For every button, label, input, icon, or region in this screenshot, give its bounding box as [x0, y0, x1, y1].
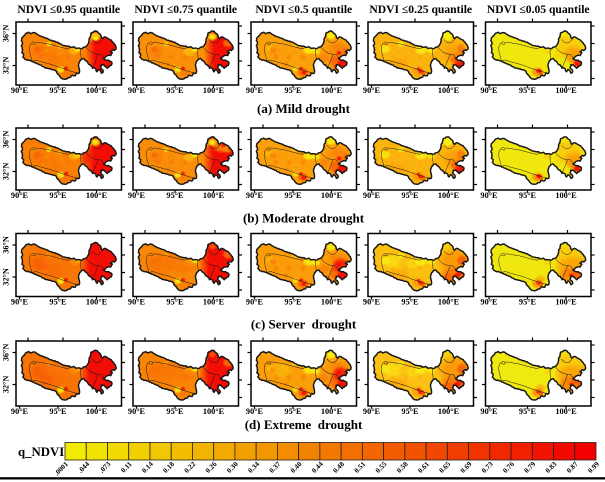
svg-text:100°E: 100°E — [203, 298, 225, 307]
svg-text:NDVI ≤0.75 quantile: NDVI ≤0.75 quantile — [134, 3, 237, 16]
svg-text:95°E: 95°E — [401, 191, 419, 200]
svg-text:95°E: 95°E — [166, 298, 184, 307]
svg-text:90°E: 90°E — [11, 191, 29, 200]
svg-text:95°E: 95°E — [49, 298, 67, 307]
svg-text:100°E: 100°E — [203, 407, 225, 416]
svg-text:90°E: 90°E — [363, 191, 381, 200]
svg-text:32°N: 32°N — [2, 57, 11, 75]
svg-text:95°E: 95°E — [519, 298, 537, 307]
svg-text:90°E: 90°E — [480, 86, 498, 95]
svg-text:90°E: 90°E — [363, 407, 381, 416]
svg-text:100°E: 100°E — [203, 86, 225, 95]
svg-text:100°E: 100°E — [321, 191, 343, 200]
svg-text:100°E: 100°E — [321, 407, 343, 416]
svg-text:90°E: 90°E — [128, 191, 146, 200]
svg-text:36°N: 36°N — [2, 25, 11, 43]
svg-text:95°E: 95°E — [284, 407, 302, 416]
svg-text:95°E: 95°E — [49, 407, 67, 416]
svg-text:90°E: 90°E — [128, 298, 146, 307]
svg-text:95°E: 95°E — [166, 407, 184, 416]
svg-text:100°E: 100°E — [438, 86, 460, 95]
svg-text:36°N: 36°N — [2, 131, 11, 149]
svg-text:32°N: 32°N — [2, 268, 11, 286]
svg-text:100°E: 100°E — [555, 191, 577, 200]
svg-text:100°E: 100°E — [555, 407, 577, 416]
svg-text:NDVI ≤0.05 quantile: NDVI ≤0.05 quantile — [487, 3, 590, 16]
svg-text:(a) Mild drought: (a) Mild drought — [257, 101, 351, 116]
svg-text:100°E: 100°E — [438, 407, 460, 416]
svg-text:90°E: 90°E — [128, 86, 146, 95]
svg-text:90°E: 90°E — [480, 298, 498, 307]
svg-text:32°N: 32°N — [2, 376, 11, 394]
svg-text:36°N: 36°N — [2, 236, 11, 254]
svg-text:90°E: 90°E — [246, 191, 264, 200]
svg-text:100°E: 100°E — [438, 298, 460, 307]
svg-text:90°E: 90°E — [11, 86, 29, 95]
svg-text:90°E: 90°E — [11, 298, 29, 307]
svg-text:100°E: 100°E — [203, 191, 225, 200]
svg-text:100°E: 100°E — [555, 298, 577, 307]
svg-text:(c) Server drought: (c) Server drought — [251, 317, 357, 332]
svg-text:95°E: 95°E — [401, 298, 419, 307]
svg-text:95°E: 95°E — [49, 191, 67, 200]
svg-text:90°E: 90°E — [480, 191, 498, 200]
svg-text:100°E: 100°E — [438, 191, 460, 200]
svg-text:90°E: 90°E — [363, 86, 381, 95]
svg-text:(d) Extreme drought: (d) Extreme drought — [245, 417, 363, 432]
svg-text:(b) Moderate drought: (b) Moderate drought — [243, 211, 365, 226]
svg-text:36°N: 36°N — [2, 344, 11, 362]
svg-text:100°E: 100°E — [86, 86, 108, 95]
svg-text:95°E: 95°E — [166, 86, 184, 95]
svg-text:95°E: 95°E — [519, 191, 537, 200]
svg-text:95°E: 95°E — [49, 86, 67, 95]
svg-text:NDVI ≤0.25 quantile: NDVI ≤0.25 quantile — [369, 3, 472, 16]
svg-text:95°E: 95°E — [401, 86, 419, 95]
svg-text:90°E: 90°E — [246, 86, 264, 95]
svg-text:100°E: 100°E — [86, 407, 108, 416]
svg-text:100°E: 100°E — [86, 298, 108, 307]
svg-text:90°E: 90°E — [246, 407, 264, 416]
svg-text:95°E: 95°E — [401, 407, 419, 416]
svg-text:32°N: 32°N — [2, 163, 11, 181]
svg-text:95°E: 95°E — [166, 191, 184, 200]
svg-text:95°E: 95°E — [519, 86, 537, 95]
svg-text:90°E: 90°E — [11, 407, 29, 416]
svg-text:95°E: 95°E — [284, 191, 302, 200]
svg-text:NDVI ≤0.95 quantile: NDVI ≤0.95 quantile — [17, 3, 120, 16]
svg-text:90°E: 90°E — [363, 298, 381, 307]
svg-text:q_NDVI: q_NDVI — [18, 445, 64, 459]
svg-text:90°E: 90°E — [128, 407, 146, 416]
svg-text:95°E: 95°E — [284, 86, 302, 95]
svg-text:95°E: 95°E — [519, 407, 537, 416]
svg-text:100°E: 100°E — [555, 86, 577, 95]
svg-text:NDVI ≤0.5 quantile: NDVI ≤0.5 quantile — [255, 3, 352, 16]
svg-text:95°E: 95°E — [284, 298, 302, 307]
svg-text:90°E: 90°E — [246, 298, 264, 307]
svg-text:90°E: 90°E — [480, 407, 498, 416]
svg-text:100°E: 100°E — [321, 298, 343, 307]
svg-text:100°E: 100°E — [321, 86, 343, 95]
svg-text:100°E: 100°E — [86, 191, 108, 200]
